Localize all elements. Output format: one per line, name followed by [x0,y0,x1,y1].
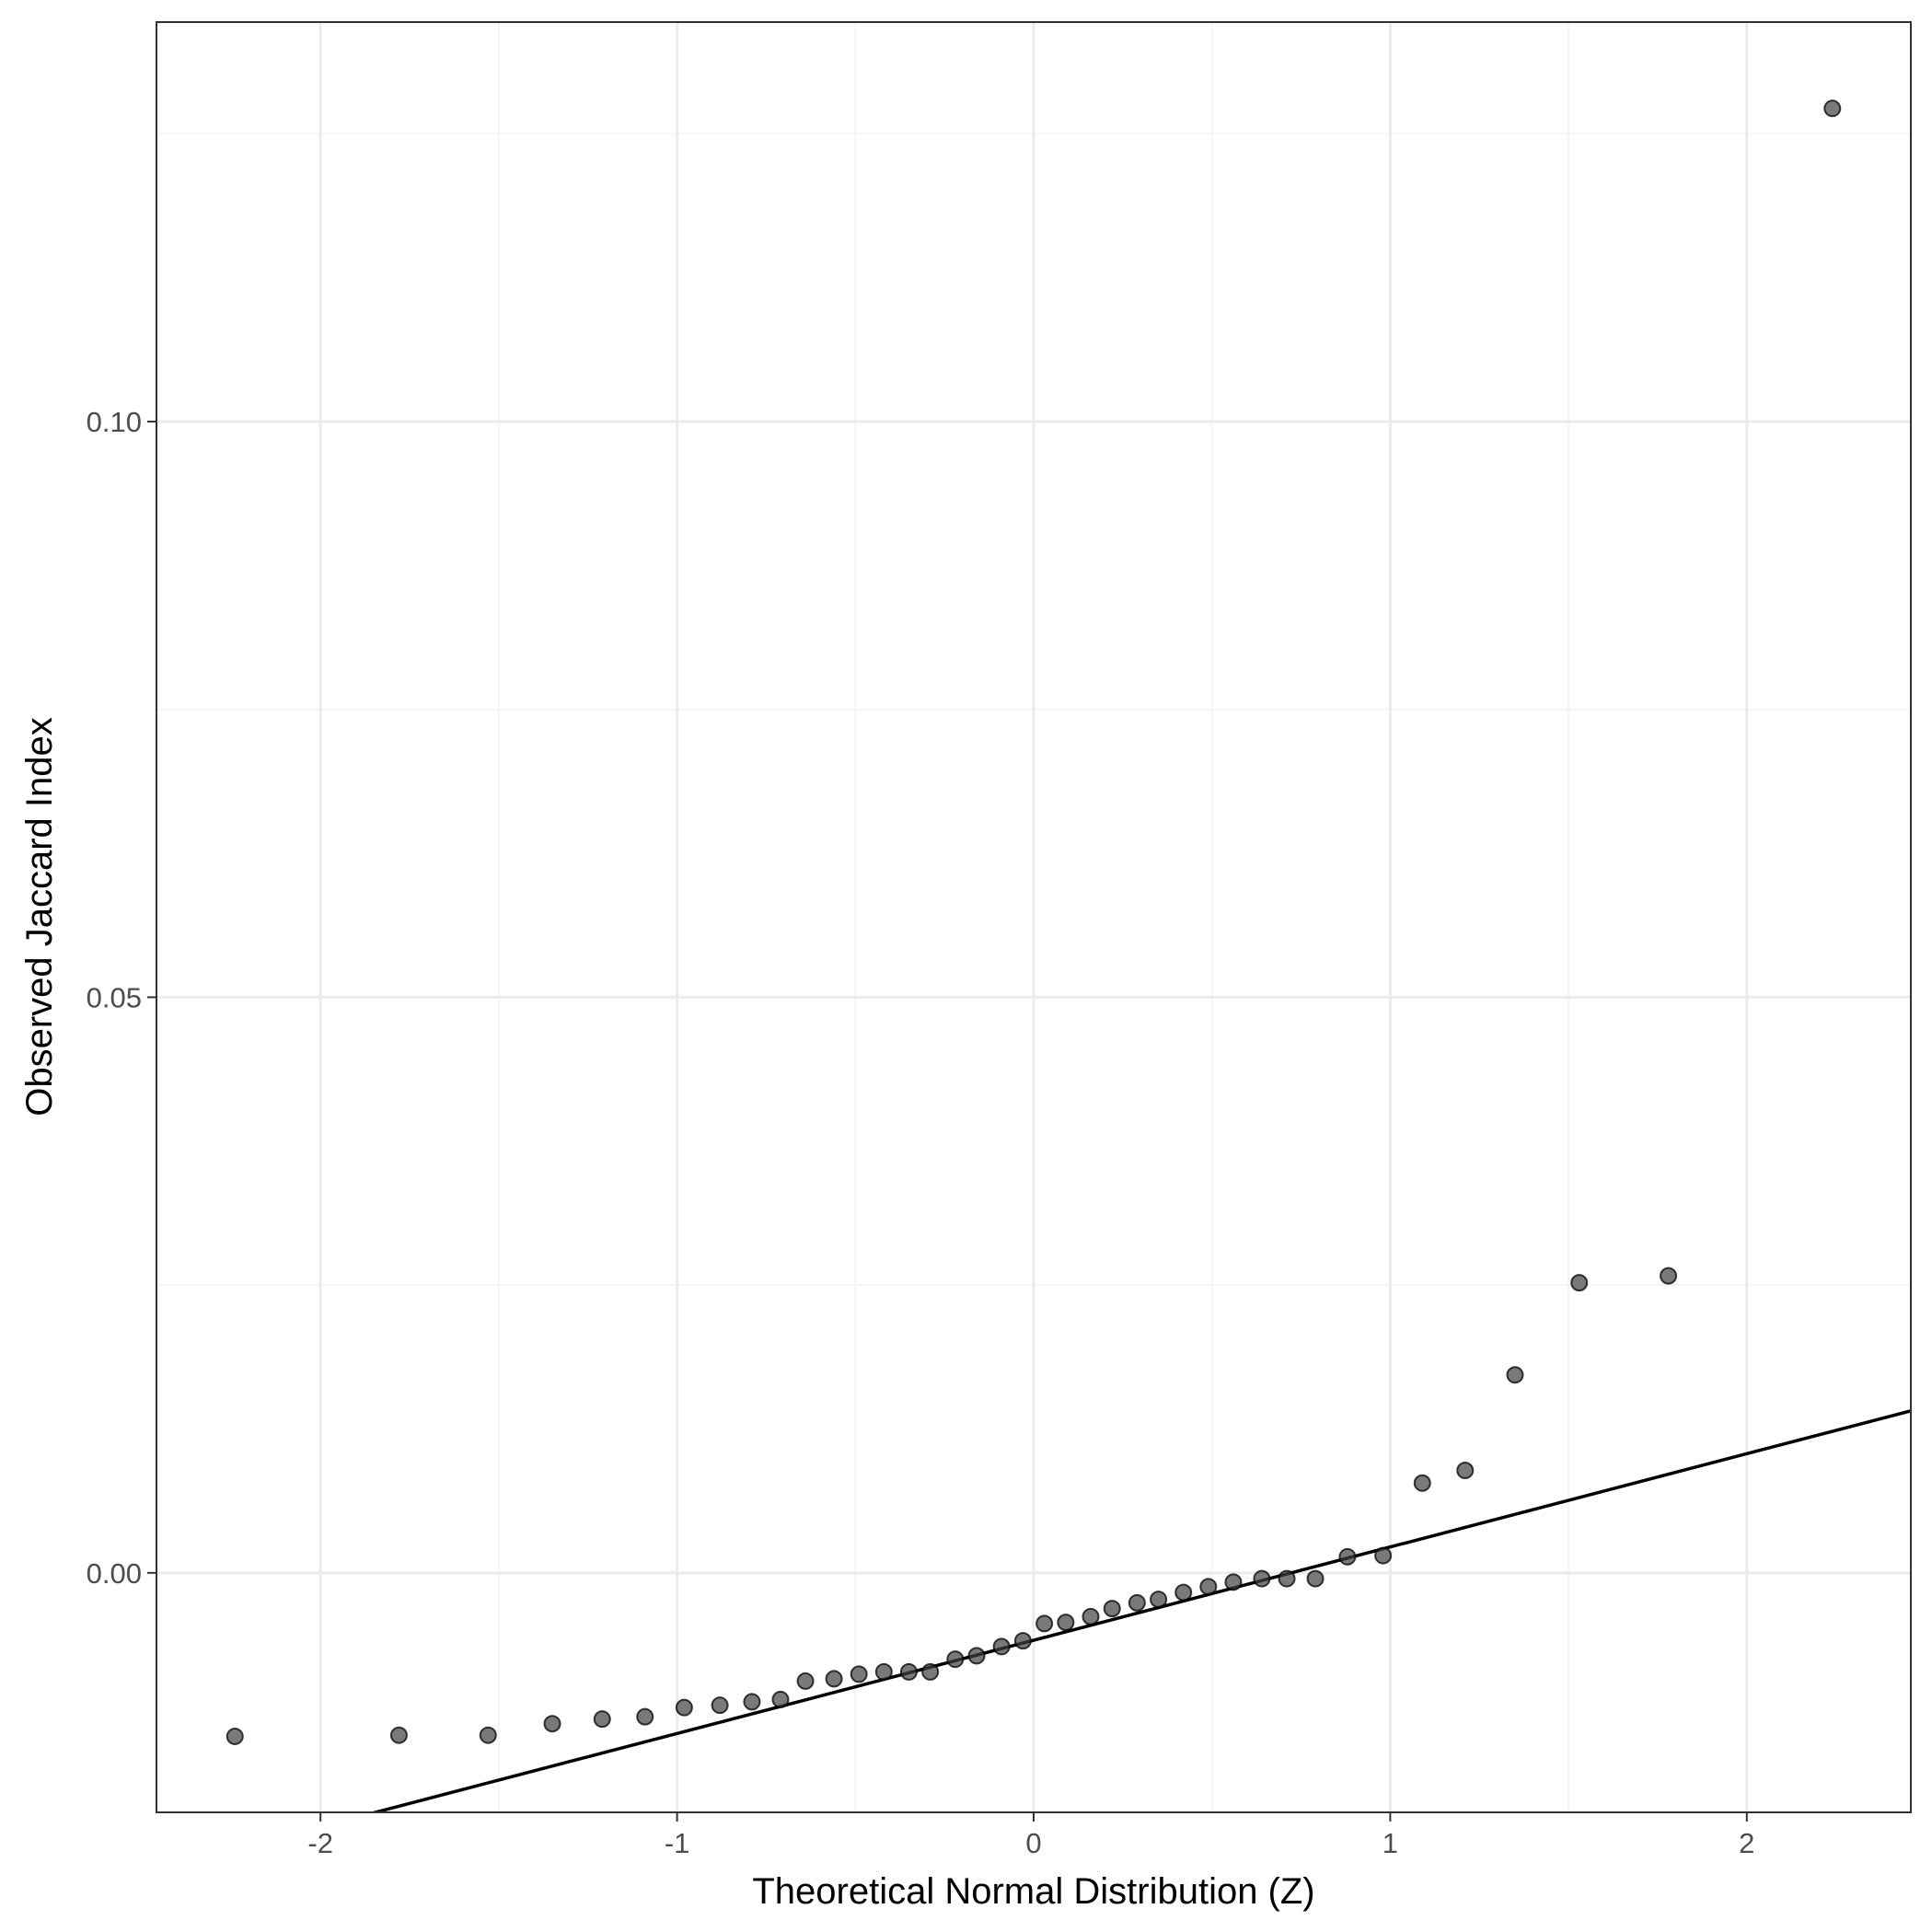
data-point [1013,1632,1032,1650]
data-point [1570,1274,1589,1292]
data-point [1199,1578,1218,1596]
data-point [1823,99,1842,118]
data-point [479,1726,497,1744]
data-point [1128,1593,1146,1612]
data-point [921,1662,940,1681]
data-point [1506,1366,1524,1384]
x-tick-label: 0 [1025,1827,1041,1859]
x-tick-label: 2 [1739,1827,1754,1859]
data-point [711,1696,729,1715]
y-axis: 0.00 0.05 0.10 [87,406,156,1590]
data-point [992,1637,1011,1656]
data-point [874,1662,893,1681]
data-point [543,1715,561,1733]
data-point [1253,1569,1271,1588]
data-point [593,1710,611,1729]
y-tick-label: 0.05 [87,981,142,1013]
data-point [226,1727,244,1745]
x-tick-label: -1 [665,1827,690,1859]
data-point [1082,1607,1100,1625]
data-point [1224,1573,1243,1591]
y-axis-title: Observed Jaccard Index [19,717,60,1116]
data-point [1150,1591,1168,1609]
data-point [636,1707,654,1726]
x-axis-title: Theoretical Normal Distribution (Z) [752,1871,1314,1912]
data-point [967,1647,986,1665]
data-point [1374,1546,1393,1565]
data-point [1660,1267,1678,1285]
data-point [1035,1614,1054,1633]
major-gridlines [156,22,1911,1812]
data-point [946,1650,965,1669]
data-point [389,1726,408,1744]
data-point [1174,1583,1193,1602]
data-point [771,1690,790,1708]
y-tick-label: 0.10 [87,406,142,438]
data-point [1338,1547,1357,1566]
x-tick-label: -2 [307,1827,333,1859]
data-point [850,1665,868,1683]
data-point [1456,1462,1475,1480]
x-axis: -2 -1 0 1 2 [307,1812,1754,1859]
reference-line [369,1409,1911,1812]
data-points [226,99,1842,1745]
data-point [825,1670,843,1688]
data-point [796,1672,815,1690]
data-point [1278,1569,1296,1588]
y-tick-label: 0.00 [87,1557,142,1590]
data-point [1306,1569,1325,1588]
data-point [1057,1614,1075,1632]
x-tick-label: 1 [1382,1827,1398,1859]
reference-line-group [369,1409,1911,1812]
data-point [1413,1474,1431,1492]
data-point [899,1662,918,1681]
data-point [675,1698,693,1717]
data-point [743,1693,761,1711]
data-point [1103,1600,1121,1618]
